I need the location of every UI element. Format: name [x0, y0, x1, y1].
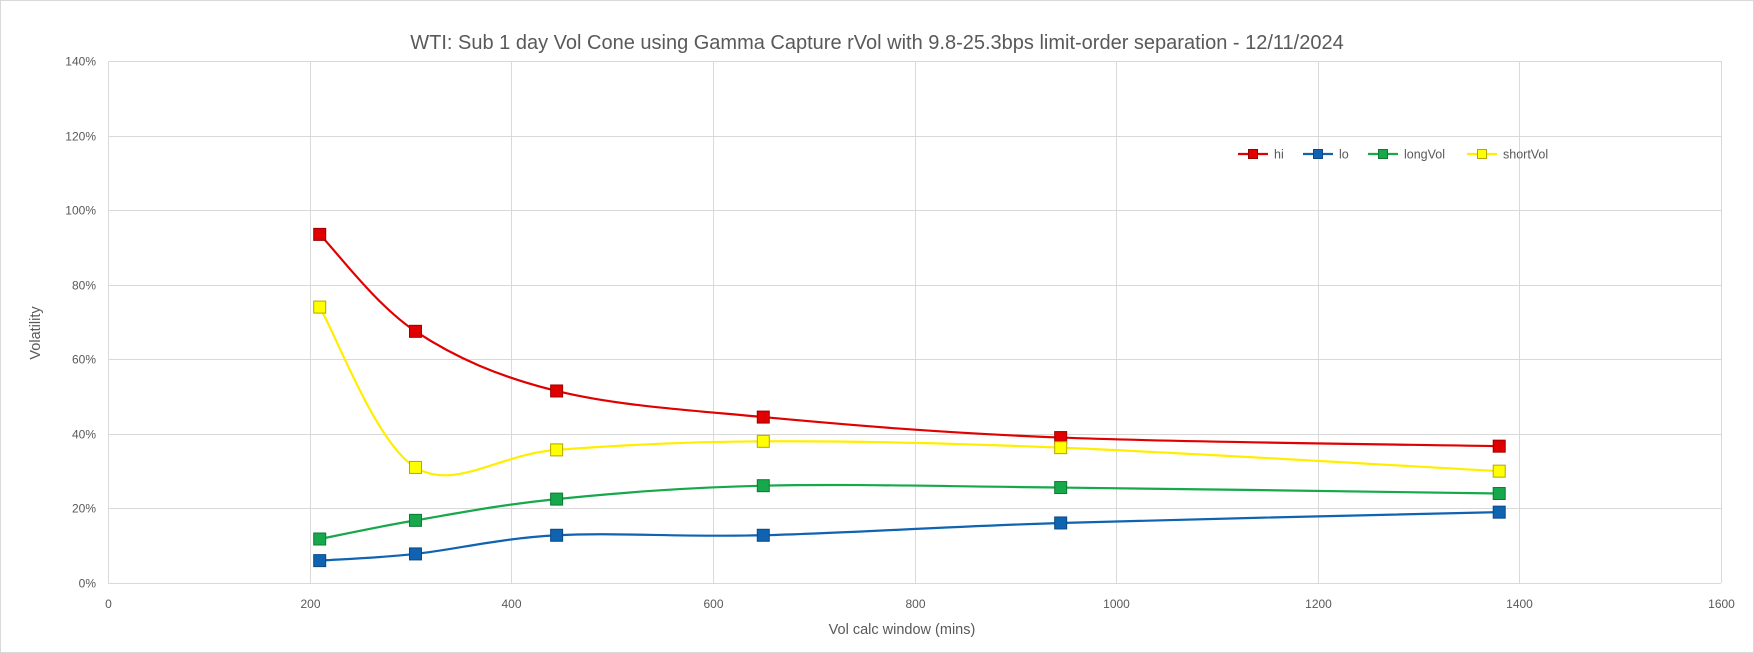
data-point-longVol [756, 479, 770, 493]
y-tick-label: 80% [72, 279, 96, 293]
legend-item-longVol: longVol [1368, 148, 1445, 162]
data-point-shortVol [550, 443, 564, 457]
data-point-lo [408, 547, 422, 561]
y-tick-label: 60% [72, 353, 96, 367]
legend-marker-longVol [1378, 149, 1388, 159]
data-point-longVol [550, 492, 564, 506]
y-tick-label: 40% [72, 428, 96, 442]
legend-marker-shortVol [1477, 149, 1487, 159]
x-tick-label: 1200 [1305, 597, 1332, 611]
y-tick-label: 120% [65, 130, 96, 144]
tick-labels: 0% 20% 40% 60% 80% 100% 120% 140% 0 200 400 600 800 1… [65, 55, 1735, 612]
y-tick-label: 140% [65, 55, 96, 69]
series-lo [313, 505, 1506, 568]
x-tick-label: 1000 [1103, 597, 1130, 611]
x-tick-label: 400 [501, 597, 521, 611]
data-point-longVol [1492, 487, 1506, 501]
data-point-lo [313, 554, 327, 568]
legend-label-lo: lo [1339, 148, 1349, 162]
legend-marker-lo [1313, 149, 1323, 159]
y-tick-label: 100% [65, 204, 96, 218]
x-tick-label: 800 [905, 597, 925, 611]
data-point-hi [408, 324, 422, 338]
x-tick-label: 600 [703, 597, 723, 611]
legend: hi lo longVol shortVol [1238, 148, 1548, 162]
series-lines [313, 227, 1506, 568]
data-point-shortVol [1492, 464, 1506, 478]
legend-label-shortVol: shortVol [1503, 148, 1548, 162]
legend-label-hi: hi [1274, 148, 1284, 162]
data-point-shortVol [313, 300, 327, 314]
x-axis-title: Vol calc window (mins) [829, 622, 976, 638]
data-point-shortVol [756, 434, 770, 448]
y-axis-title: Volatility [28, 306, 44, 360]
data-point-shortVol [1054, 441, 1068, 455]
data-point-lo [1054, 516, 1068, 530]
data-point-hi [313, 227, 327, 241]
series-line-shortVol [318, 306, 1500, 477]
y-tick-label: 20% [72, 502, 96, 516]
series-longVol [313, 479, 1506, 546]
y-tick-label: 0% [79, 577, 97, 591]
data-point-lo [1492, 505, 1506, 519]
legend-item-shortVol: shortVol [1467, 148, 1548, 162]
x-tick-label: 1600 [1708, 597, 1735, 611]
chart-title: WTI: Sub 1 day Vol Cone using Gamma Capt… [410, 32, 1343, 54]
data-point-shortVol [408, 460, 422, 474]
series-hi [313, 227, 1506, 453]
series-shortVol [313, 300, 1506, 478]
legend-item-lo: lo [1303, 148, 1349, 162]
legend-label-longVol: longVol [1404, 148, 1445, 162]
legend-item-hi: hi [1238, 148, 1284, 162]
data-point-longVol [313, 532, 327, 546]
legend-marker-hi [1248, 149, 1258, 159]
series-line-lo [319, 511, 1500, 562]
data-point-longVol [408, 513, 422, 527]
series-line-longVol [319, 483, 1500, 541]
data-point-lo [550, 528, 564, 542]
data-point-lo [756, 528, 770, 542]
x-tick-label: 0 [105, 597, 112, 611]
x-tick-label: 200 [300, 597, 320, 611]
data-point-hi [550, 384, 564, 398]
data-point-longVol [1054, 481, 1068, 495]
data-point-hi [1492, 439, 1506, 453]
x-tick-label: 1400 [1506, 597, 1533, 611]
data-point-hi [756, 410, 770, 424]
gridlines [108, 61, 1722, 584]
series-line-hi [318, 233, 1500, 448]
